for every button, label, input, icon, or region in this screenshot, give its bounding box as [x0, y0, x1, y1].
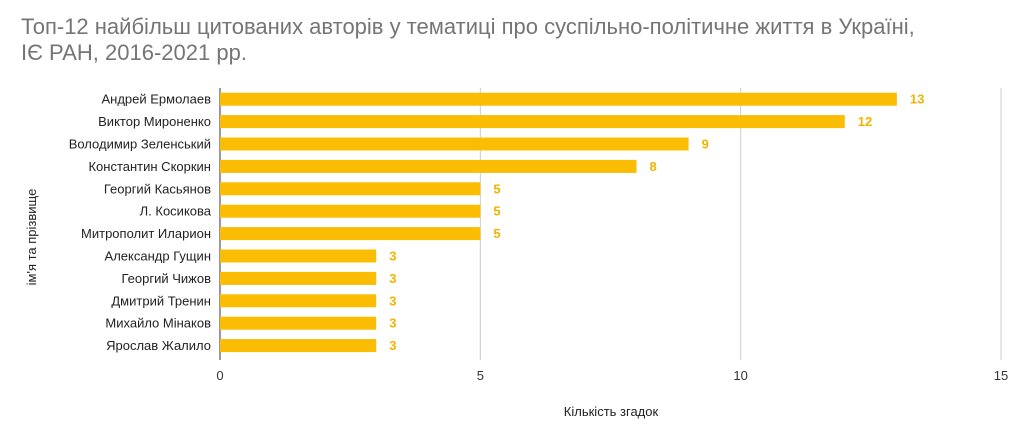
category-label: Георгий Чижов — [122, 271, 212, 286]
x-tick-label: 10 — [733, 368, 747, 383]
data-label: 5 — [493, 226, 500, 241]
bar — [220, 294, 377, 308]
bar — [220, 271, 377, 285]
data-label: 3 — [389, 249, 396, 264]
data-label: 8 — [650, 159, 657, 174]
bar — [220, 227, 481, 241]
category-label: Михайло Мінаков — [105, 316, 211, 331]
category-label: Георгий Касьянов — [104, 181, 211, 196]
category-label: Володимир Зеленський — [69, 137, 211, 152]
bar — [220, 159, 637, 173]
bar — [220, 92, 897, 106]
category-label: Виктор Мироненко — [98, 114, 211, 129]
data-label: 5 — [493, 181, 500, 196]
category-label: Андрей Ермолаев — [101, 92, 211, 107]
bar — [220, 137, 689, 151]
data-label: 12 — [858, 114, 872, 129]
bar — [220, 204, 481, 218]
category-label: Константин Скоркин — [88, 159, 211, 174]
x-tick-label: 5 — [477, 368, 484, 383]
bars — [220, 92, 897, 353]
chart-title-line-1: Топ-12 найбільш цитованих авторів у тема… — [21, 14, 915, 39]
bar — [220, 316, 377, 330]
chart-title: Топ-12 найбільш цитованих авторів у тема… — [21, 14, 1011, 66]
bar — [220, 249, 377, 263]
bar — [220, 339, 377, 353]
category-labels: Андрей Ермолаев Виктор Мироненко Володимир… — [69, 92, 212, 353]
data-label: 3 — [389, 293, 396, 308]
bar — [220, 115, 845, 129]
data-label: 3 — [389, 338, 396, 353]
data-label: 3 — [389, 316, 396, 331]
x-axis-label: Кількість згадок — [564, 404, 659, 419]
category-label: Дмитрий Тренин — [111, 293, 211, 308]
data-label: 5 — [493, 204, 500, 219]
data-label: 13 — [910, 92, 924, 107]
bar — [220, 182, 481, 196]
x-tick-label: 15 — [994, 368, 1008, 383]
category-label: Ярослав Жалило — [106, 338, 211, 353]
data-labels: 13 12 9 8 5 5 5 3 3 3 3 3 — [389, 92, 924, 353]
data-label: 9 — [702, 137, 709, 152]
grid-lines — [219, 88, 1002, 360]
chart-title-line-2: ІЄ РАН, 2016-2021 рр. — [21, 40, 247, 65]
category-label: Л. Косикова — [140, 204, 212, 219]
category-label: Александр Гущин — [105, 249, 211, 264]
y-axis-label: ім'я та прізвище — [24, 189, 39, 286]
category-label: Митрополит Иларион — [81, 226, 211, 241]
data-label: 3 — [389, 271, 396, 286]
x-tick-labels: 0 5 10 15 — [216, 368, 1008, 383]
x-tick-label: 0 — [216, 368, 223, 383]
